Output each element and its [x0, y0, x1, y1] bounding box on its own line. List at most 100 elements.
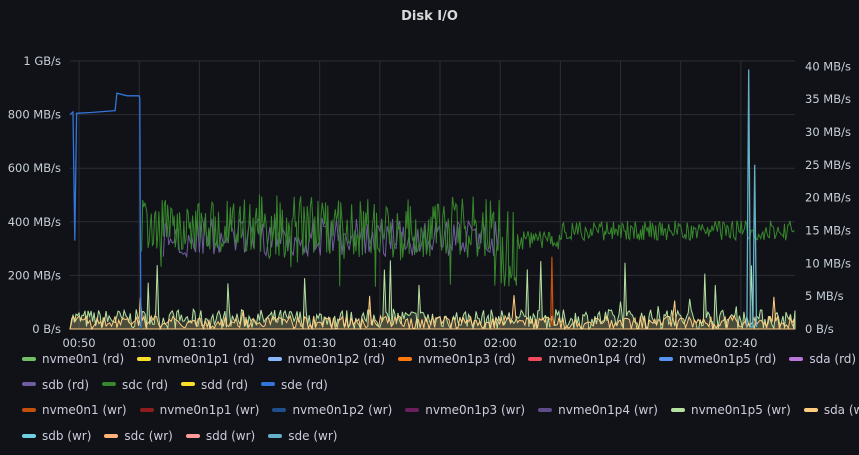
y-left-tick-label: 600 MB/s [8, 161, 61, 175]
y-right-tick-label: 10 MB/s [805, 256, 851, 270]
legend-label: sdb (wr) [42, 429, 92, 444]
legend-label: sde (wr) [288, 429, 338, 444]
legend-swatch [528, 356, 543, 361]
y-right-tick-label: 15 MB/s [805, 223, 851, 237]
legend-item[interactable]: sdd (wr) [185, 429, 256, 444]
legend-item[interactable]: nvme0n1p5 (wr) [670, 403, 791, 418]
legend-label: sda (rd) [809, 352, 857, 366]
legend-item[interactable]: nvme0n1 (rd) [22, 352, 124, 366]
legend-item[interactable]: nvme0n1p4 (wr) [538, 403, 658, 417]
legend-item[interactable]: nvme0n1p1 (wr) [139, 403, 260, 418]
series-sdc-rd [141, 194, 795, 287]
legend-item[interactable]: sdc (wr) [104, 429, 173, 443]
legend-swatch [268, 433, 283, 438]
x-tick-label: 01:30 [303, 336, 336, 350]
legend-swatch [670, 407, 685, 412]
legend-item[interactable]: nvme0n1p2 (wr) [272, 403, 392, 417]
legend-swatch [139, 407, 154, 412]
legend-item[interactable]: nvme0n1p1 (rd) [137, 352, 255, 366]
legend-row: sdb (rd) sdc (rd) sdd (rd) sde (rd) [22, 378, 852, 404]
series-sde-rd [69, 92, 142, 330]
legend-swatch [267, 356, 282, 361]
y-right-tick-label: 5 MB/s [805, 289, 844, 303]
x-tick-label: 01:40 [363, 336, 396, 350]
y-left-tick-label: 0 B/s [32, 322, 61, 336]
y-right-tick-label: 35 MB/s [805, 92, 851, 106]
legend-label: sdd (wr) [205, 429, 256, 444]
legend-label: nvme0n1p1 (rd) [157, 352, 255, 366]
series-nvme0n1-wr [550, 256, 554, 326]
legend-swatch [398, 356, 413, 361]
legend-label: nvme0n1p3 (wr) [425, 403, 526, 418]
legend-swatch [137, 356, 152, 361]
legend-row: nvme0n1 (rd) nvme0n1p1 (rd) nvme0n1p2 (rd)… [22, 352, 856, 378]
legend-row: nvme0n1 (wr) nvme0n1p1 (wr) nvme0n1p2 (wr)… [22, 403, 859, 429]
legend-swatch [261, 382, 276, 387]
panel-title[interactable]: Disk I/O [401, 9, 458, 24]
legend-item[interactable]: nvme0n1p5 (rd) [658, 352, 777, 366]
legend: nvme0n1 (rd) nvme0n1p1 (rd) nvme0n1p2 (rd)… [22, 352, 859, 455]
legend-item[interactable]: nvme0n1p3 (wr) [405, 403, 525, 417]
legend-swatch [405, 407, 420, 412]
series-sde-wr [746, 69, 758, 328]
legend-label: nvme0n1 (rd) [42, 352, 125, 366]
disk-io-chart[interactable]: 0 B/s 200 MB/s 400 MB/s 600 MB/s 800 MB/s 1 G… [0, 0, 859, 352]
y-right-tick-label: 30 MB/s [805, 125, 851, 139]
legend-swatch [538, 407, 553, 412]
grid [70, 60, 795, 330]
legend-label: nvme0n1p4 (rd) [548, 352, 646, 366]
legend-item[interactable]: sdc (rd) [102, 378, 168, 392]
legend-label: nvme0n1p5 (rd) [678, 352, 777, 366]
legend-item[interactable]: nvme0n1p3 (rd) [398, 352, 515, 366]
legend-item[interactable]: sdd (rd) [181, 378, 248, 392]
x-tick-label: 01:10 [183, 336, 216, 350]
legend-label: nvme0n1p1 (wr) [159, 403, 260, 418]
series-sda-wr [69, 295, 795, 331]
y-right-tick-label: 25 MB/s [805, 158, 851, 172]
legend-item[interactable]: sde (rd) [261, 378, 328, 392]
legend-label: nvme0n1p5 (wr) [690, 403, 791, 418]
legend-swatch [803, 407, 818, 412]
legend-item[interactable]: nvme0n1 (wr) [22, 403, 127, 417]
legend-item[interactable]: nvme0n1p2 (rd) [267, 352, 386, 366]
y-left-tick-label: 400 MB/s [8, 215, 61, 229]
legend-swatch [22, 407, 36, 412]
legend-swatch [22, 356, 36, 361]
legend-swatch [658, 356, 673, 361]
legend-item[interactable]: nvme0n1p4 (rd) [528, 352, 646, 366]
legend-swatch [181, 382, 195, 387]
legend-label: nvme0n1 (wr) [42, 403, 127, 418]
legend-swatch [22, 433, 36, 438]
legend-label: sdd (rd) [201, 377, 249, 392]
x-tick-label: 01:00 [123, 336, 156, 350]
legend-item[interactable]: sde (wr) [268, 429, 337, 443]
legend-swatch [102, 382, 117, 387]
legend-item[interactable]: sda (wr) [803, 403, 859, 418]
legend-label: nvme0n1p4 (wr) [558, 403, 658, 418]
x-tick-label: 01:20 [243, 336, 276, 350]
legend-label: sdb (rd) [42, 377, 90, 392]
x-tick-label: 02:20 [604, 336, 637, 350]
y-right-tick-label: 20 MB/s [805, 191, 851, 205]
x-tick-label: 00:50 [62, 336, 95, 350]
legend-item[interactable]: sdb (wr) [22, 429, 91, 443]
legend-label: nvme0n1p2 (rd) [287, 352, 386, 366]
y-left-tick-label: 200 MB/s [8, 268, 61, 282]
axes: 0 B/s 200 MB/s 400 MB/s 600 MB/s 800 MB/s 1 G… [8, 54, 851, 350]
legend-label: nvme0n1p2 (wr) [292, 403, 393, 418]
x-tick-label: 01:50 [423, 336, 456, 350]
legend-label: sda (wr) [823, 403, 859, 418]
legend-item[interactable]: sda (rd) [789, 352, 856, 366]
legend-row: sdb (wr) sdc (wr) sdd (wr) sde (wr) [22, 429, 852, 455]
legend-swatch [104, 433, 119, 438]
series-sdb-rd [162, 216, 500, 259]
legend-label: nvme0n1p3 (rd) [418, 352, 516, 366]
y-left-tick-label: 1 GB/s [23, 54, 61, 68]
x-tick-label: 02:30 [664, 336, 697, 350]
x-tick-label: 02:40 [724, 336, 757, 350]
x-tick-label: 02:10 [544, 336, 577, 350]
y-right-tick-label: 0 B/s [805, 322, 834, 336]
legend-item[interactable]: sdb (rd) [22, 378, 89, 392]
legend-label: sde (rd) [281, 377, 328, 392]
legend-label: sdc (rd) [122, 377, 168, 392]
